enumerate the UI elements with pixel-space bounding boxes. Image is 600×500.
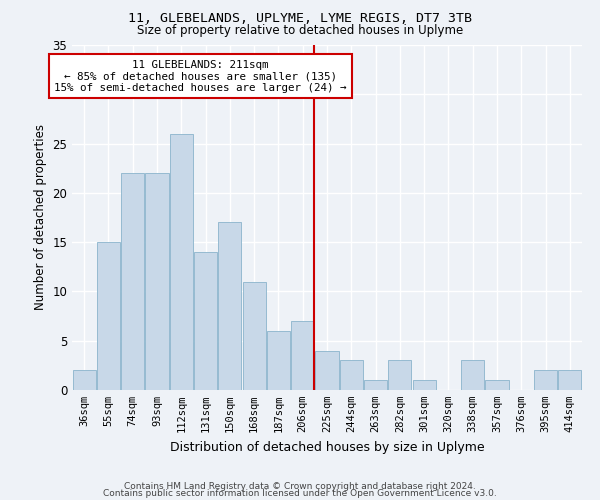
Bar: [267, 331, 290, 390]
Bar: [364, 380, 387, 390]
Bar: [170, 134, 193, 390]
Bar: [413, 380, 436, 390]
Text: Contains public sector information licensed under the Open Government Licence v3: Contains public sector information licen…: [103, 489, 497, 498]
Bar: [461, 360, 484, 390]
Bar: [534, 370, 557, 390]
Bar: [340, 360, 363, 390]
Text: 11, GLEBELANDS, UPLYME, LYME REGIS, DT7 3TB: 11, GLEBELANDS, UPLYME, LYME REGIS, DT7 …: [128, 12, 472, 26]
Bar: [145, 173, 169, 390]
Bar: [194, 252, 217, 390]
Bar: [291, 321, 314, 390]
Text: Contains HM Land Registry data © Crown copyright and database right 2024.: Contains HM Land Registry data © Crown c…: [124, 482, 476, 491]
Text: 11 GLEBELANDS: 211sqm
← 85% of detached houses are smaller (135)
15% of semi-det: 11 GLEBELANDS: 211sqm ← 85% of detached …: [55, 60, 347, 93]
X-axis label: Distribution of detached houses by size in Uplyme: Distribution of detached houses by size …: [170, 440, 484, 454]
Y-axis label: Number of detached properties: Number of detached properties: [34, 124, 47, 310]
Text: Size of property relative to detached houses in Uplyme: Size of property relative to detached ho…: [137, 24, 463, 37]
Bar: [316, 350, 338, 390]
Bar: [121, 173, 144, 390]
Bar: [218, 222, 241, 390]
Bar: [242, 282, 266, 390]
Bar: [559, 370, 581, 390]
Bar: [485, 380, 509, 390]
Bar: [97, 242, 120, 390]
Bar: [73, 370, 95, 390]
Bar: [388, 360, 412, 390]
